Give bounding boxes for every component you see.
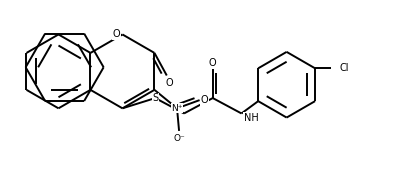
Text: N⁺: N⁺	[171, 104, 183, 113]
Text: S: S	[152, 93, 158, 103]
Text: O: O	[201, 95, 208, 105]
Text: O: O	[209, 58, 217, 68]
Text: O: O	[113, 29, 120, 40]
Text: O: O	[165, 78, 173, 88]
Text: NH: NH	[243, 112, 258, 123]
Text: O⁻: O⁻	[173, 134, 185, 142]
Text: Cl: Cl	[340, 63, 349, 73]
